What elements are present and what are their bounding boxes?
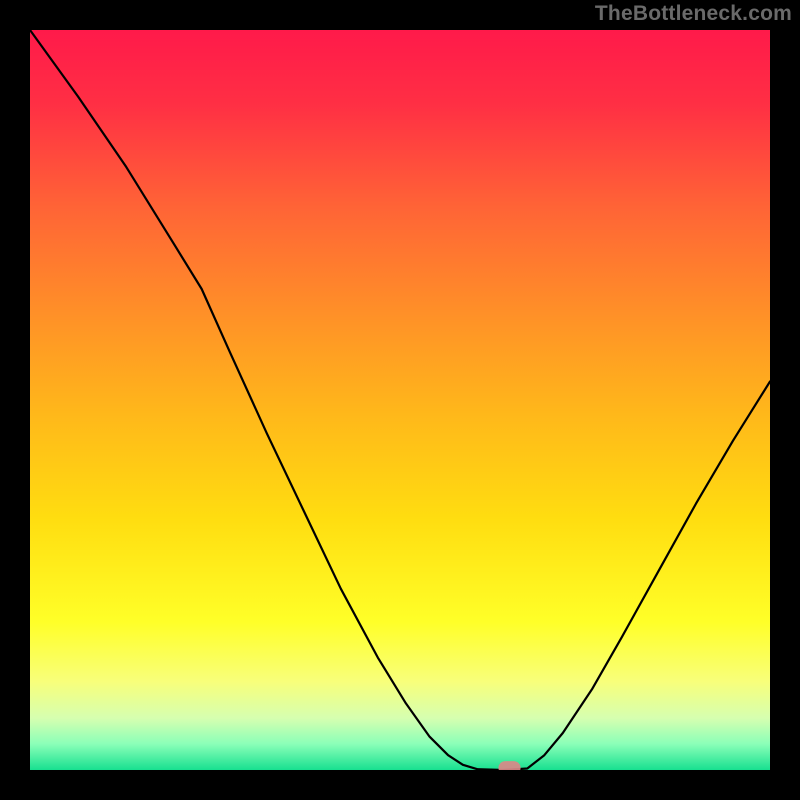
attribution-text: TheBottleneck.com xyxy=(595,2,792,26)
chart-svg xyxy=(0,0,800,800)
gradient-background xyxy=(30,30,770,770)
border-right xyxy=(770,0,800,800)
border-bottom xyxy=(0,770,800,800)
border-left xyxy=(0,0,30,800)
bottleneck-chart: TheBottleneck.com xyxy=(0,0,800,800)
